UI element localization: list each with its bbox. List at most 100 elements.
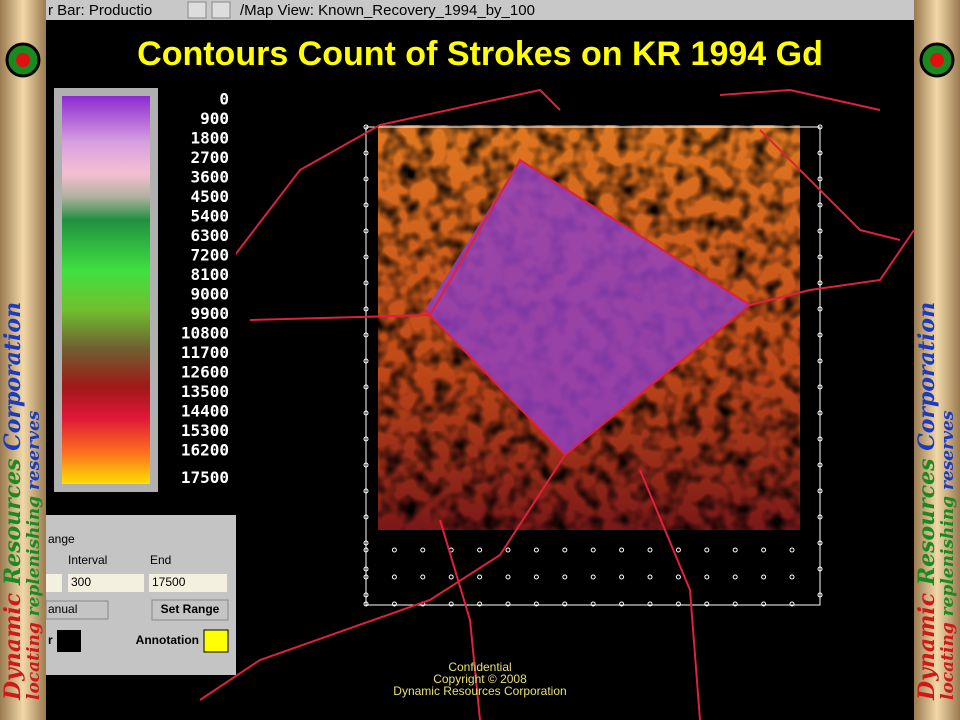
- grid-point: [533, 547, 539, 553]
- color-swatch[interactable]: [57, 630, 81, 652]
- banner-word: locating: [24, 622, 44, 700]
- grid-point: [363, 410, 369, 416]
- window-title: /Map View: Known_Recovery_1994_by_100: [240, 2, 535, 19]
- color-bar-label: 1800: [190, 129, 229, 148]
- grid-point: [363, 547, 369, 553]
- grid-point: [448, 601, 454, 607]
- grid-point: [817, 228, 823, 234]
- window-title: r Bar: Productio: [48, 2, 152, 19]
- grid-point: [732, 547, 738, 553]
- mode-button[interactable]: [45, 600, 109, 620]
- grid-point: [363, 540, 369, 546]
- color-bar-label: 5400: [190, 207, 229, 226]
- color-label: r: [48, 633, 53, 647]
- grid-point: [761, 547, 767, 553]
- start-input[interactable]: [46, 574, 62, 592]
- grid-point: [363, 592, 369, 598]
- grid-point: [363, 332, 369, 338]
- grid-point: [391, 601, 397, 607]
- grid-point: [817, 280, 823, 286]
- interval-input[interactable]: [68, 574, 144, 592]
- color-bar-label: 900: [200, 109, 229, 128]
- end-label: End: [150, 553, 171, 567]
- grid-point: [562, 547, 568, 553]
- banner-word: replenishing: [938, 496, 958, 616]
- banner-slogan: locating replenishing reserves: [24, 410, 44, 700]
- grid-point: [363, 514, 369, 520]
- grid-point: [761, 601, 767, 607]
- color-bar-label: 12600: [181, 363, 229, 382]
- grid-point: [533, 601, 539, 607]
- footer-line: Copyright © 2008: [433, 672, 527, 686]
- grid-point: [363, 150, 369, 156]
- grid-point: [363, 488, 369, 494]
- grid-point: [647, 574, 653, 580]
- color-bar-label: 15300: [181, 421, 229, 440]
- grid-point: [448, 574, 454, 580]
- grid-point: [391, 574, 397, 580]
- window-button[interactable]: [187, 1, 207, 19]
- end-input[interactable]: [149, 574, 227, 592]
- color-bar-label: 9900: [190, 304, 229, 323]
- grid-point: [817, 306, 823, 312]
- grid-point: [590, 574, 596, 580]
- grid-point: [363, 280, 369, 286]
- grid-point: [647, 601, 653, 607]
- end-value: 17500: [152, 575, 186, 589]
- color-bar-label: 17500: [181, 468, 229, 487]
- grid-point: [363, 306, 369, 312]
- window-button[interactable]: [211, 1, 231, 19]
- grid-point: [363, 384, 369, 390]
- annotation-swatch[interactable]: [203, 629, 229, 653]
- grid-point: [817, 540, 823, 546]
- grid-point: [817, 202, 823, 208]
- grid-point: [817, 150, 823, 156]
- grid-point: [704, 547, 710, 553]
- color-bar-label: 7200: [190, 246, 229, 265]
- grid-point: [363, 566, 369, 572]
- set-range-button[interactable]: [151, 599, 229, 621]
- grid-point: [477, 547, 483, 553]
- grid-point: [619, 574, 625, 580]
- range-heading: ange: [48, 532, 75, 546]
- grid-point: [761, 574, 767, 580]
- grid-point: [817, 462, 823, 468]
- grid-point: [562, 574, 568, 580]
- grid-point: [363, 124, 369, 130]
- grid-point: [817, 566, 823, 572]
- banner-word: Corporation: [0, 302, 26, 451]
- color-bar-label: 11700: [181, 343, 229, 362]
- banner-word: replenishing: [24, 496, 44, 616]
- grid-point: [732, 574, 738, 580]
- grid-point: [817, 514, 823, 520]
- grid-point: [505, 601, 511, 607]
- color-bar-label: 4500: [190, 187, 229, 206]
- color-bar: [62, 96, 150, 484]
- map-frame: [365, 126, 821, 606]
- grid-point: [675, 574, 681, 580]
- grid-point: [505, 547, 511, 553]
- grid-point: [817, 384, 823, 390]
- grid-point: [789, 574, 795, 580]
- annotation-label: Annotation: [136, 633, 199, 647]
- banner-word: locating: [938, 622, 958, 700]
- banner-word: Dynamic: [914, 592, 940, 701]
- color-bar-label: 13500: [181, 382, 229, 401]
- color-bar-label: 10800: [181, 324, 229, 343]
- banner-word: reserves: [938, 410, 958, 490]
- grid-point: [363, 176, 369, 182]
- grid-point: [562, 601, 568, 607]
- grid-point: [675, 547, 681, 553]
- grid-point: [817, 488, 823, 494]
- region-highlight: [425, 160, 750, 455]
- grid-point: [817, 358, 823, 364]
- grid-point: [363, 358, 369, 364]
- interval-value: 300: [71, 575, 91, 589]
- logo: [930, 53, 944, 67]
- grid-point: [789, 601, 795, 607]
- left-banner: [0, 0, 46, 720]
- grid-point: [619, 547, 625, 553]
- banner-company: Dynamic Resources Corporation: [914, 302, 940, 701]
